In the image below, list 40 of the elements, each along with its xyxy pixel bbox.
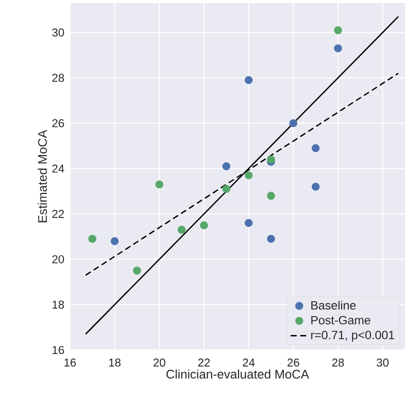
point [178, 226, 186, 234]
y-tick-label: 28 [52, 74, 64, 82]
point [222, 184, 230, 193]
legend-label: Post-Game [311, 316, 370, 324]
x-tick-label: 24 [242, 358, 255, 366]
x-tick-label: 18 [109, 358, 121, 367]
point [244, 219, 253, 227]
y-axis-title: Estimated MoCA [38, 130, 47, 222]
x-axis-title: Clinician-evaluated MoCA [166, 369, 310, 379]
point [267, 234, 275, 243]
point [244, 76, 253, 84]
point [133, 266, 141, 275]
point [244, 171, 253, 180]
x-tick-label: 16 [64, 358, 76, 367]
y-tick-label: 22 [52, 210, 64, 218]
x-tick-label: 26 [288, 358, 300, 367]
x-tick-label: 28 [332, 358, 344, 367]
legend-label: Baseline [311, 300, 356, 310]
y-tick-label: 30 [52, 28, 64, 37]
point [289, 119, 298, 128]
y-tick-label: 26 [52, 119, 64, 128]
x-tick-label: 20 [154, 358, 166, 367]
point [267, 156, 275, 164]
y-tick-label: 20 [52, 255, 64, 264]
point [334, 26, 342, 34]
legend-label: r=0.71, p<0.001 [311, 330, 394, 342]
point [267, 192, 275, 200]
point [222, 162, 230, 170]
point [110, 237, 119, 246]
x-tick-label: 22 [198, 358, 210, 366]
y-tick-label: 16 [52, 346, 64, 354]
x-tick-label: 30 [376, 358, 389, 367]
point [200, 221, 208, 230]
point [155, 180, 164, 188]
y-tick-label: 18 [52, 300, 64, 309]
point [312, 182, 320, 191]
point [312, 144, 320, 152]
point [334, 44, 342, 52]
y-tick-label: 24 [52, 164, 64, 173]
point [88, 234, 96, 243]
